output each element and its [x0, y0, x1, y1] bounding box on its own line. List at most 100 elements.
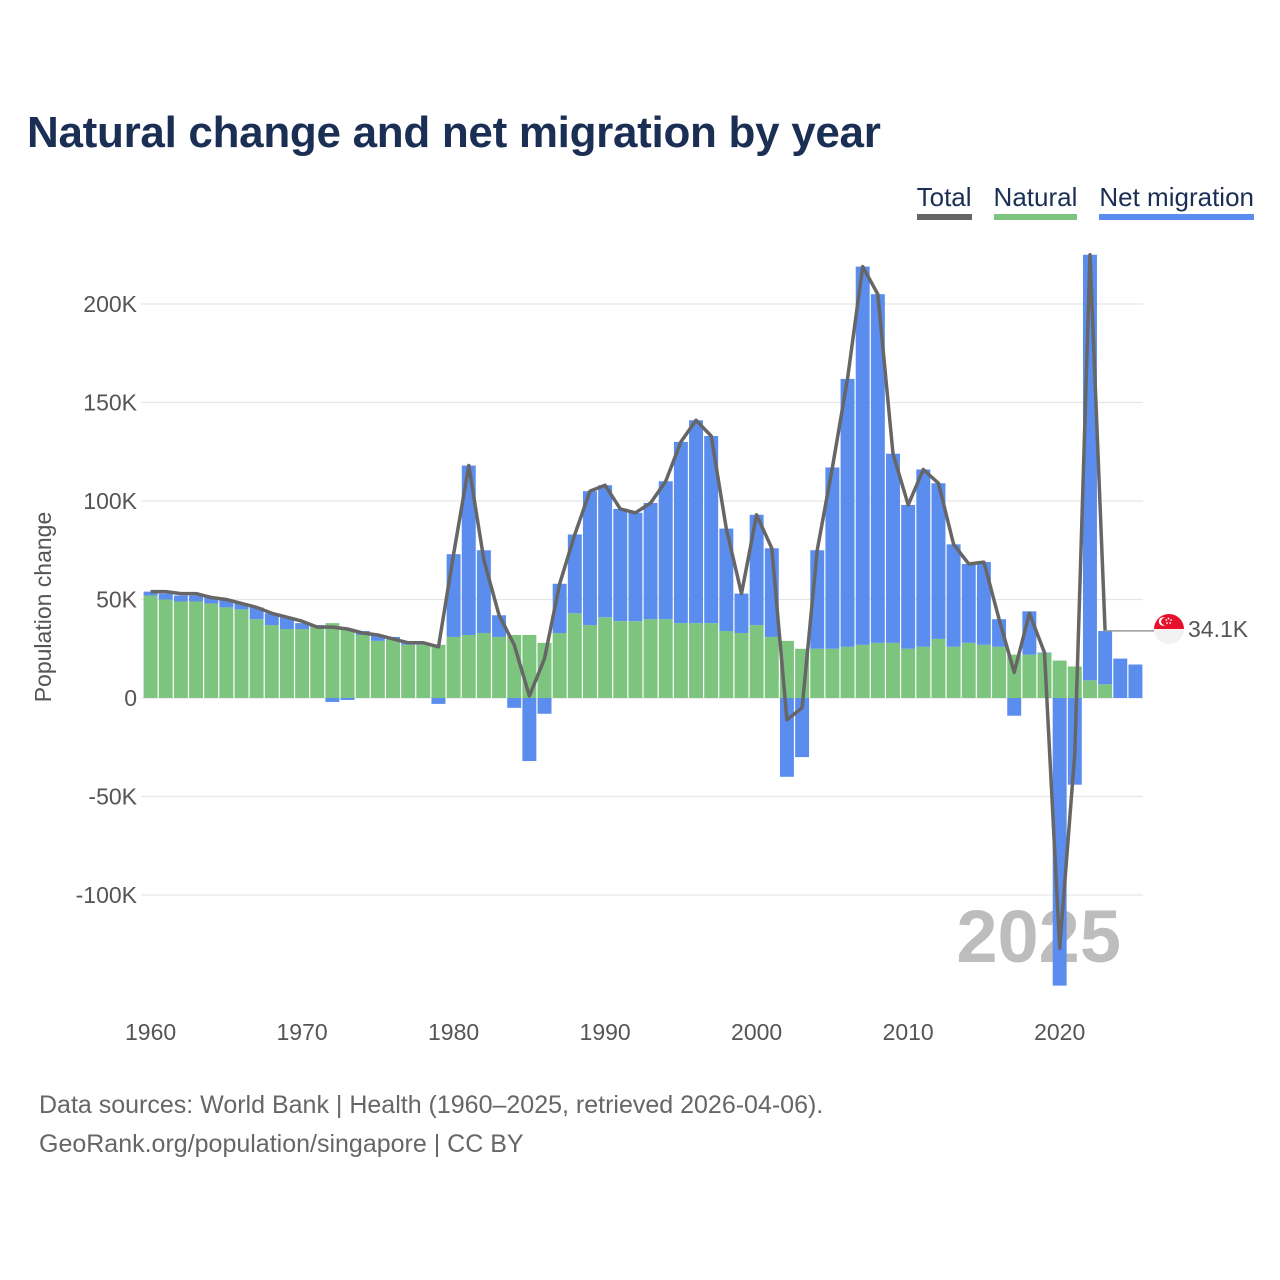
current-year-watermark: 2025 [956, 895, 1121, 978]
natural-bar [401, 644, 416, 698]
natural-bar [249, 619, 264, 698]
net-migration-bar [582, 491, 597, 626]
natural-bar [355, 634, 370, 698]
natural-bar [658, 619, 673, 698]
natural-bar [976, 644, 991, 698]
legend-item-net-migration[interactable]: Net migration [1099, 182, 1254, 220]
y-tick-label: 100K [83, 488, 137, 514]
net-migration-bar [234, 603, 249, 610]
net-migration-bars [143, 254, 1143, 986]
natural-bar [764, 636, 779, 698]
x-axis-ticks: 1960 1970 1980 1990 2000 2010 2020 [125, 1019, 1085, 1045]
net-migration-bar [1128, 664, 1143, 698]
y-tick-label: -50K [88, 784, 137, 810]
natural-bar [810, 648, 825, 698]
net-migration-bar [961, 564, 976, 643]
net-migration-bar [537, 698, 552, 714]
net-migration-bar [689, 420, 704, 624]
natural-bar [476, 632, 491, 698]
net-migration-bar [249, 607, 264, 620]
legend-item-natural[interactable]: Natural [993, 182, 1078, 220]
net-migration-bar [613, 508, 628, 622]
natural-bar [992, 646, 1007, 698]
x-tick-label: 1960 [125, 1019, 176, 1045]
net-migration-bar [189, 595, 204, 602]
total-line [150, 253, 1107, 950]
net-migration-bar [370, 634, 385, 641]
net-migration-bar [886, 453, 900, 643]
source-line-2[interactable]: GeoRank.org/population/singapore | CC BY [39, 1130, 524, 1158]
natural-bar [673, 623, 688, 698]
net-migration-bar [840, 378, 855, 647]
natural-bar [1052, 660, 1067, 698]
natural-bar [1067, 666, 1082, 698]
end-value-label: 34.1K [1188, 616, 1249, 642]
net-migration-bar [446, 554, 461, 637]
natural-bar [749, 625, 764, 698]
natural-bar [492, 636, 507, 698]
net-migration-bar [673, 441, 688, 624]
natural-bar [598, 617, 613, 698]
net-migration-bar [143, 591, 158, 596]
net-migration-bar [901, 504, 916, 649]
natural-bar [264, 625, 279, 698]
x-tick-label: 1980 [428, 1019, 479, 1045]
natural-bar [234, 609, 249, 698]
source-note: Data sources: World Bank | Health (1960–… [39, 1086, 823, 1164]
natural-bar [446, 636, 461, 698]
net-migration-bar [219, 599, 234, 608]
source-line-1: Data sources: World Bank | Health (1960–… [39, 1091, 824, 1119]
net-migration-bar [204, 597, 219, 604]
net-migration-bar [507, 698, 522, 708]
natural-bar [204, 603, 219, 698]
natural-bar [628, 621, 643, 698]
y-tick-label: 150K [83, 390, 137, 416]
natural-bar [689, 623, 704, 698]
x-tick-label: 1990 [580, 1019, 631, 1045]
natural-bar [416, 644, 431, 698]
net-migration-bar [855, 266, 870, 645]
y-tick-label: 0 [124, 685, 137, 711]
net-migration-bar [461, 465, 476, 635]
net-migration-bar [264, 613, 279, 626]
natural-bar [704, 623, 719, 698]
natural-bar [961, 642, 976, 698]
chart-title: Natural change and net migration by year [27, 108, 881, 157]
net-migration-bar [173, 595, 188, 602]
natural-bar [901, 648, 916, 698]
net-migration-bar [522, 698, 537, 762]
net-migration-bar [1113, 658, 1128, 698]
net-migration-bar [431, 698, 446, 704]
x-tick-label: 1970 [277, 1019, 328, 1045]
net-migration-bar [279, 617, 294, 630]
natural-bar [173, 601, 188, 698]
legend: Total Natural Net migration [916, 182, 1254, 220]
natural-bar [219, 607, 234, 698]
natural-bar [719, 631, 734, 698]
net-migration-bar [1098, 631, 1113, 685]
natural-bar [537, 642, 552, 698]
legend-item-total[interactable]: Total [916, 182, 972, 220]
net-migration-bar [976, 562, 991, 645]
natural-bar [310, 627, 325, 698]
natural-bar [552, 632, 567, 698]
chart: 200K 150K 100K 50K 0 -50K -100K Population cha… [30, 253, 1249, 1045]
net-migration-bar [325, 698, 340, 702]
net-migration-bar [628, 512, 643, 622]
natural-bar [325, 623, 340, 698]
y-tick-label: -100K [76, 882, 138, 908]
net-migration-bar [825, 467, 840, 649]
natural-bar [461, 634, 476, 698]
net-migration-bar [567, 534, 582, 614]
natural-bar [734, 632, 749, 698]
natural-bar [840, 646, 855, 698]
net-migration-bar [916, 469, 931, 647]
natural-bar [1022, 654, 1037, 698]
x-tick-label: 2010 [883, 1019, 934, 1045]
natural-bar [1098, 684, 1113, 698]
net-migration-bar [158, 593, 173, 600]
natural-bar [370, 640, 385, 698]
net-migration-bar [734, 593, 749, 633]
net-migration-bar [719, 528, 734, 632]
net-migration-bar [598, 485, 613, 618]
